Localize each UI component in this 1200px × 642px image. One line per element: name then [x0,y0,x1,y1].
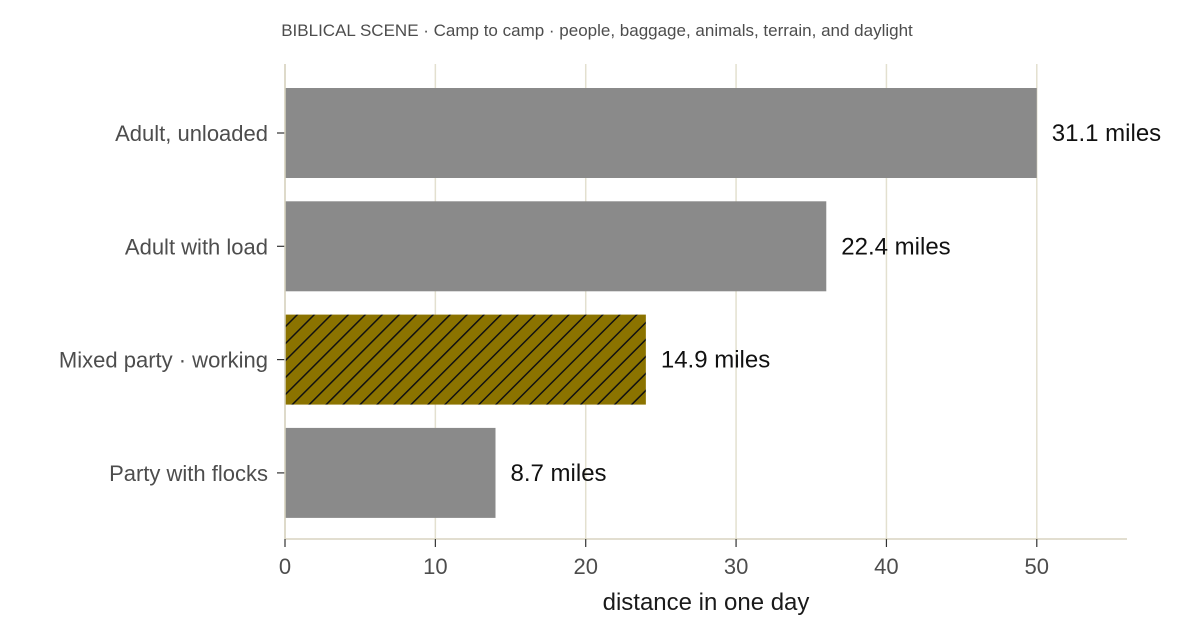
axes: Adult, unloaded Adult with load Mixed part… [59,64,1127,579]
chart-title: BIBLICAL SCENE · Camp to camp · people, … [281,21,913,40]
data-label: 31.1 miles [1052,120,1161,147]
bar [285,201,827,292]
bars: 31.1 miles 22.4 miles 14.9 miles 8.7 miles [285,88,1161,518]
data-label: 8.7 miles [511,460,607,487]
x-tick-label: 50 [1025,554,1049,579]
y-tick-label: Adult with load [125,234,268,259]
bar [285,427,496,518]
x-axis-title: distance in one day [603,589,810,616]
bar [285,88,1037,178]
data-label: 22.4 miles [841,233,950,260]
bar [285,314,646,405]
x-tick-label: 30 [724,554,748,579]
x-tick-label: 40 [874,554,898,579]
x-tick-label: 20 [573,554,597,579]
x-tick-label: 0 [279,554,291,579]
x-tick-label: 10 [423,554,447,579]
y-tick-label: Mixed party · working [59,348,268,373]
data-label: 14.9 miles [661,347,770,374]
y-tick-label: Adult, unloaded [115,121,268,146]
y-tick-label: Party with flocks [109,461,268,486]
